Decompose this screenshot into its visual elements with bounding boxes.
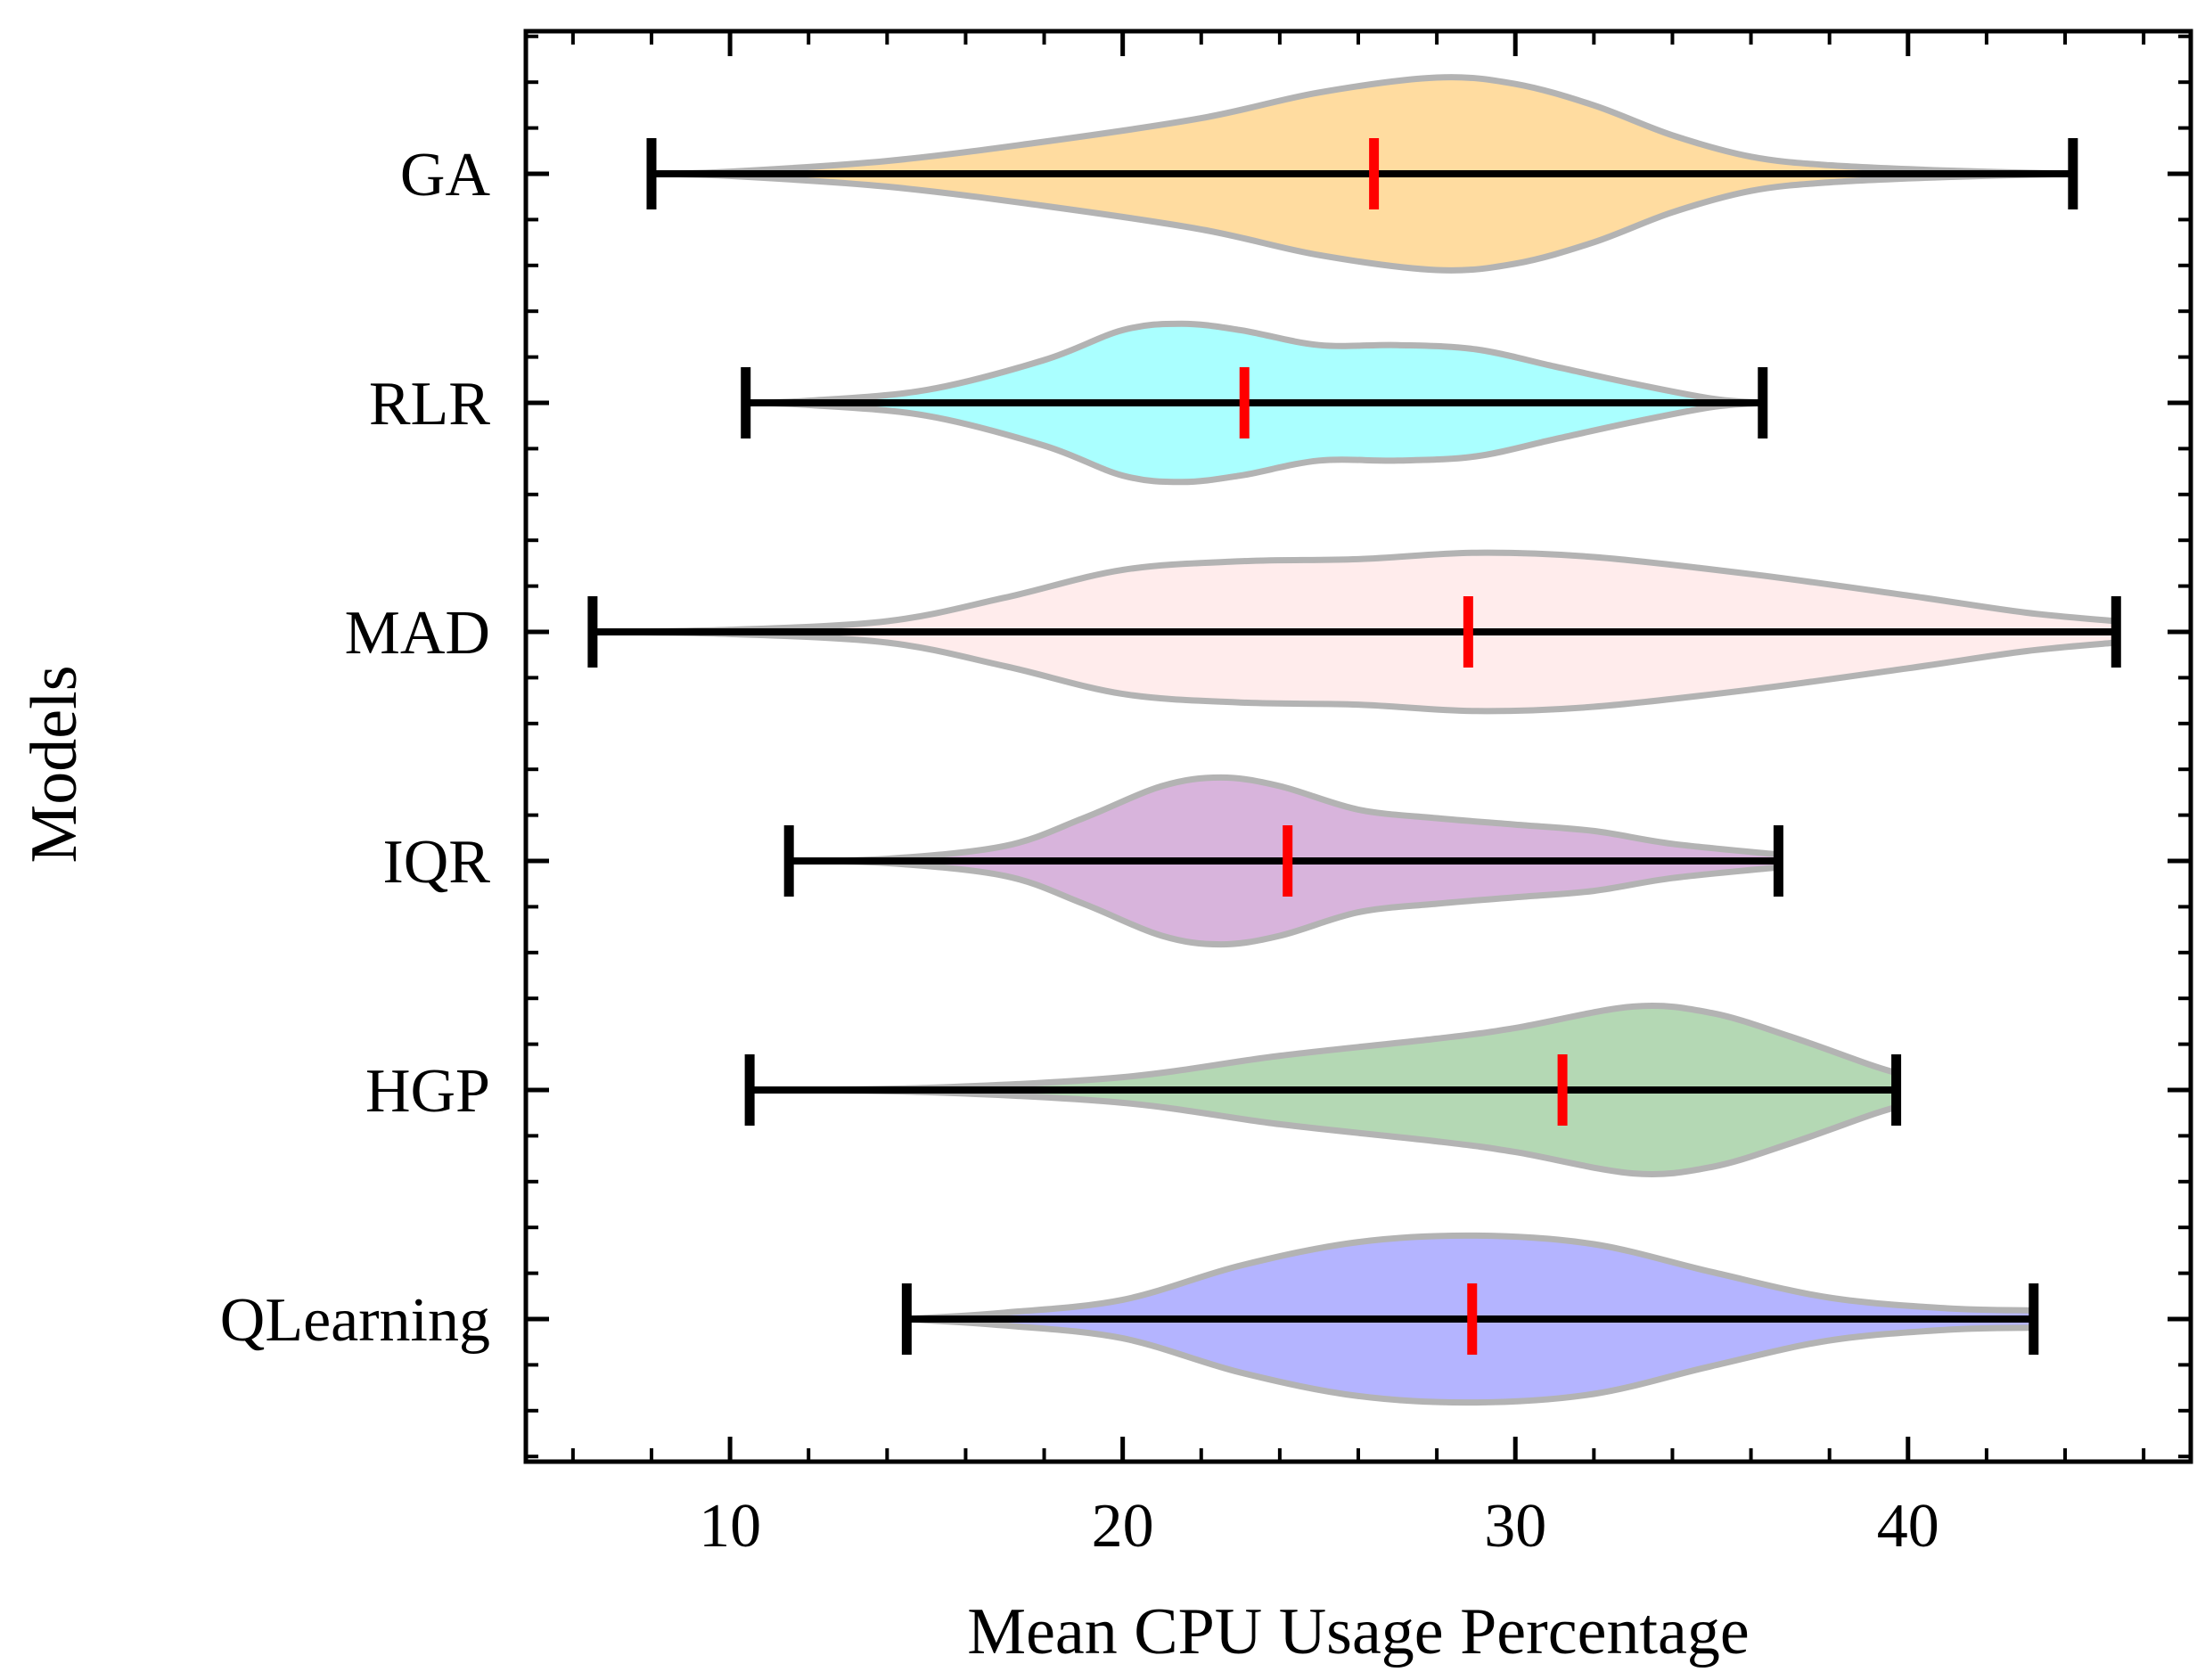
x-tick-label-10: 10 xyxy=(699,1492,761,1561)
y-tick-label-mad: MAD xyxy=(345,599,490,668)
y-tick-label-rlr: RLR xyxy=(369,370,490,438)
y-tick-label-hgp: HGP xyxy=(365,1057,490,1126)
violin-mad xyxy=(587,549,2121,715)
y-axis-label: Models xyxy=(18,666,91,864)
violin-hgp xyxy=(744,1003,1902,1177)
x-tick-label-20: 20 xyxy=(1092,1492,1154,1561)
y-tick-label-ga: GA xyxy=(400,141,491,209)
x-axis-label: Mean CPU Usage Percentage xyxy=(967,1595,1749,1668)
violin-qlearning xyxy=(901,1232,2039,1406)
violin-ga xyxy=(646,74,2078,274)
violin-layer xyxy=(587,74,2121,1406)
y-tick-label-qlearning: QLearning xyxy=(220,1286,490,1355)
y-tick-labels: GA RLR MAD IQR HGP QLearning xyxy=(220,141,491,1355)
violin-iqr xyxy=(783,774,1783,948)
violin-rlr xyxy=(741,320,1768,486)
x-tick-labels: 10 20 30 40 xyxy=(699,1492,1939,1561)
plot-frame xyxy=(523,29,2193,1464)
y-tick-label-iqr: IQR xyxy=(382,828,490,897)
x-tick-label-40: 40 xyxy=(1877,1492,1939,1561)
x-tick-label-30: 30 xyxy=(1484,1492,1546,1561)
